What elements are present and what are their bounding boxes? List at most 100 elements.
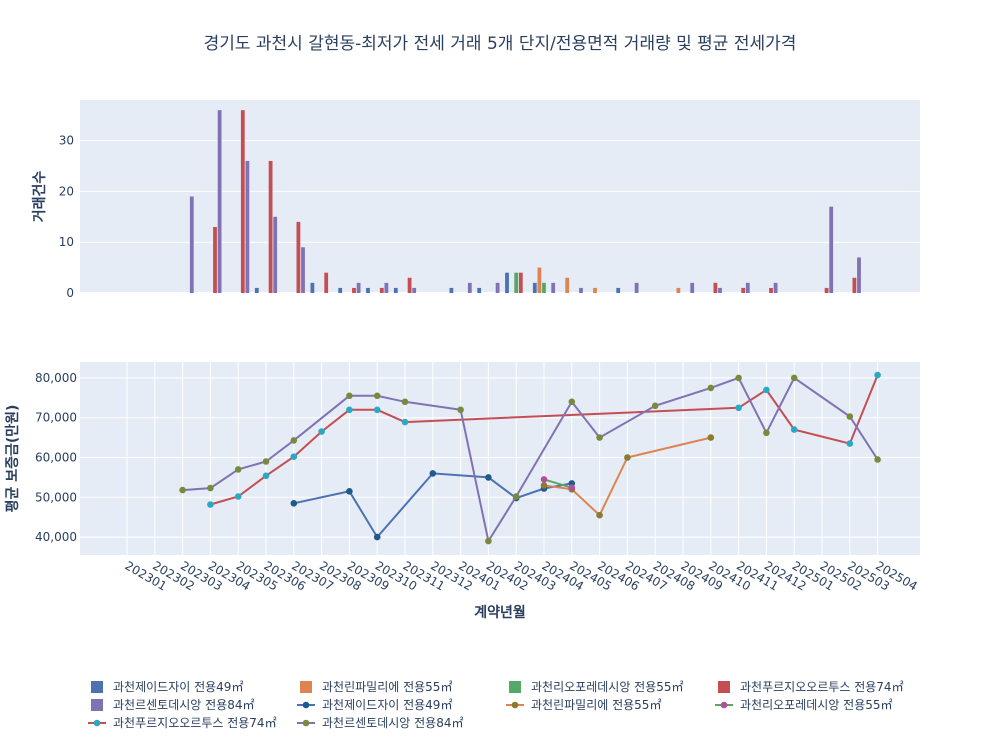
bar	[449, 287, 454, 293]
data-point	[290, 453, 298, 461]
bar	[352, 287, 356, 293]
data-point	[624, 454, 631, 461]
legend-item: 과천제이드자이 전용49㎡	[91, 679, 243, 694]
legend-swatch-marker	[93, 719, 101, 727]
data-point	[790, 426, 798, 433]
data-point	[234, 466, 242, 473]
data-point	[846, 440, 854, 447]
bar	[769, 287, 773, 293]
bar	[565, 277, 570, 293]
bar	[245, 160, 250, 293]
line-y-tick-label: 60,000	[35, 451, 77, 465]
data-point	[429, 470, 437, 477]
bar	[467, 282, 472, 293]
bar	[773, 282, 778, 293]
bar	[384, 282, 389, 293]
data-point	[346, 392, 353, 400]
legend-swatch-bar	[300, 681, 312, 693]
bar	[532, 282, 537, 293]
data-point	[401, 398, 409, 406]
data-point	[707, 384, 715, 392]
legend-swatch-bar	[509, 681, 521, 693]
bar	[495, 282, 500, 293]
bar	[718, 287, 722, 293]
legend-swatch-marker	[511, 701, 519, 709]
bar	[356, 282, 361, 293]
bar	[514, 272, 519, 293]
legend-label: 과천푸르지오오르투스 전용74㎡	[113, 715, 277, 730]
line-y-tick-label: 50,000	[35, 490, 77, 504]
bar	[852, 277, 857, 293]
data-point	[346, 488, 353, 495]
bar	[189, 196, 194, 293]
bar	[273, 216, 278, 293]
bar-y-tick-label: 20	[59, 184, 74, 198]
series-line	[543, 478, 573, 489]
line-y-tick-label: 70,000	[35, 411, 77, 425]
legend-label: 과천리오포레데시앙 전용55㎡	[531, 679, 684, 694]
bar	[412, 287, 417, 293]
data-point	[568, 398, 576, 406]
bar	[407, 277, 412, 293]
data-point	[707, 434, 715, 441]
bar-y-tick-label: 0	[66, 286, 74, 300]
data-point	[568, 484, 576, 492]
bar	[240, 110, 245, 293]
data-point	[512, 493, 520, 500]
data-point	[457, 406, 464, 414]
bar	[741, 287, 746, 293]
series-line	[293, 472, 572, 539]
bar	[254, 287, 259, 293]
bar	[296, 221, 301, 293]
legend-item: 과천르센토데시앙 전용84㎡	[91, 697, 255, 712]
legend-item: 과천르센토데시앙 전용84㎡	[297, 715, 464, 730]
legend-swatch-bar	[91, 699, 103, 711]
legend-label: 과천린파밀리에 전용55㎡	[531, 697, 661, 712]
data-point	[290, 437, 298, 444]
bar	[824, 287, 829, 293]
bar-plot-background	[80, 100, 920, 293]
legend-swatch-bar	[91, 681, 103, 693]
data-point	[735, 374, 742, 382]
data-point	[846, 413, 854, 420]
data-point	[874, 371, 881, 379]
bar	[301, 247, 305, 293]
bar	[217, 110, 222, 293]
data-point	[207, 501, 214, 508]
data-point	[763, 429, 770, 437]
data-point	[373, 406, 381, 414]
bar	[857, 257, 861, 293]
data-point	[596, 434, 603, 441]
legend-label: 과천제이드자이 전용49㎡	[322, 697, 452, 712]
data-point	[735, 404, 742, 412]
legend-label: 과천린파밀리에 전용55㎡	[322, 679, 452, 694]
legend-label: 과천르센토데시앙 전용84㎡	[322, 715, 464, 730]
bar-panel: 0 10 20 30 거래건수	[31, 100, 920, 300]
data-point	[262, 472, 270, 480]
data-point	[179, 486, 186, 494]
legend-item: 과천푸르지오오르투스 전용74㎡	[88, 715, 277, 730]
bar	[268, 160, 273, 293]
bar	[366, 287, 370, 293]
bar	[690, 282, 695, 293]
legend-item: 과천푸르지오오르투스 전용74㎡	[718, 679, 904, 694]
data-point	[318, 428, 325, 435]
data-point	[540, 476, 548, 483]
bar	[616, 287, 621, 293]
bar	[537, 267, 542, 293]
data-point	[540, 482, 548, 489]
legend-item: 과천리오포레데시앙 전용55㎡	[715, 697, 893, 712]
data-point	[401, 418, 409, 426]
legend-item: 과천린파밀리에 전용55㎡	[506, 697, 661, 712]
bar-y-tick-label: 10	[59, 235, 74, 249]
legend: 과천제이드자이 전용49㎡ 과천린파밀리에 전용55㎡ 과천리오포레데시앙 전용55…	[88, 679, 904, 730]
legend-item: 과천리오포레데시앙 전용55㎡	[509, 679, 684, 694]
bar	[393, 287, 398, 293]
data-point	[485, 537, 492, 545]
legend-label: 과천리오포레데시앙 전용55㎡	[740, 697, 893, 712]
data-point	[596, 511, 603, 519]
bar-y-tick-label: 30	[59, 134, 74, 148]
legend-label: 과천푸르지오오르투스 전용74㎡	[740, 679, 904, 694]
